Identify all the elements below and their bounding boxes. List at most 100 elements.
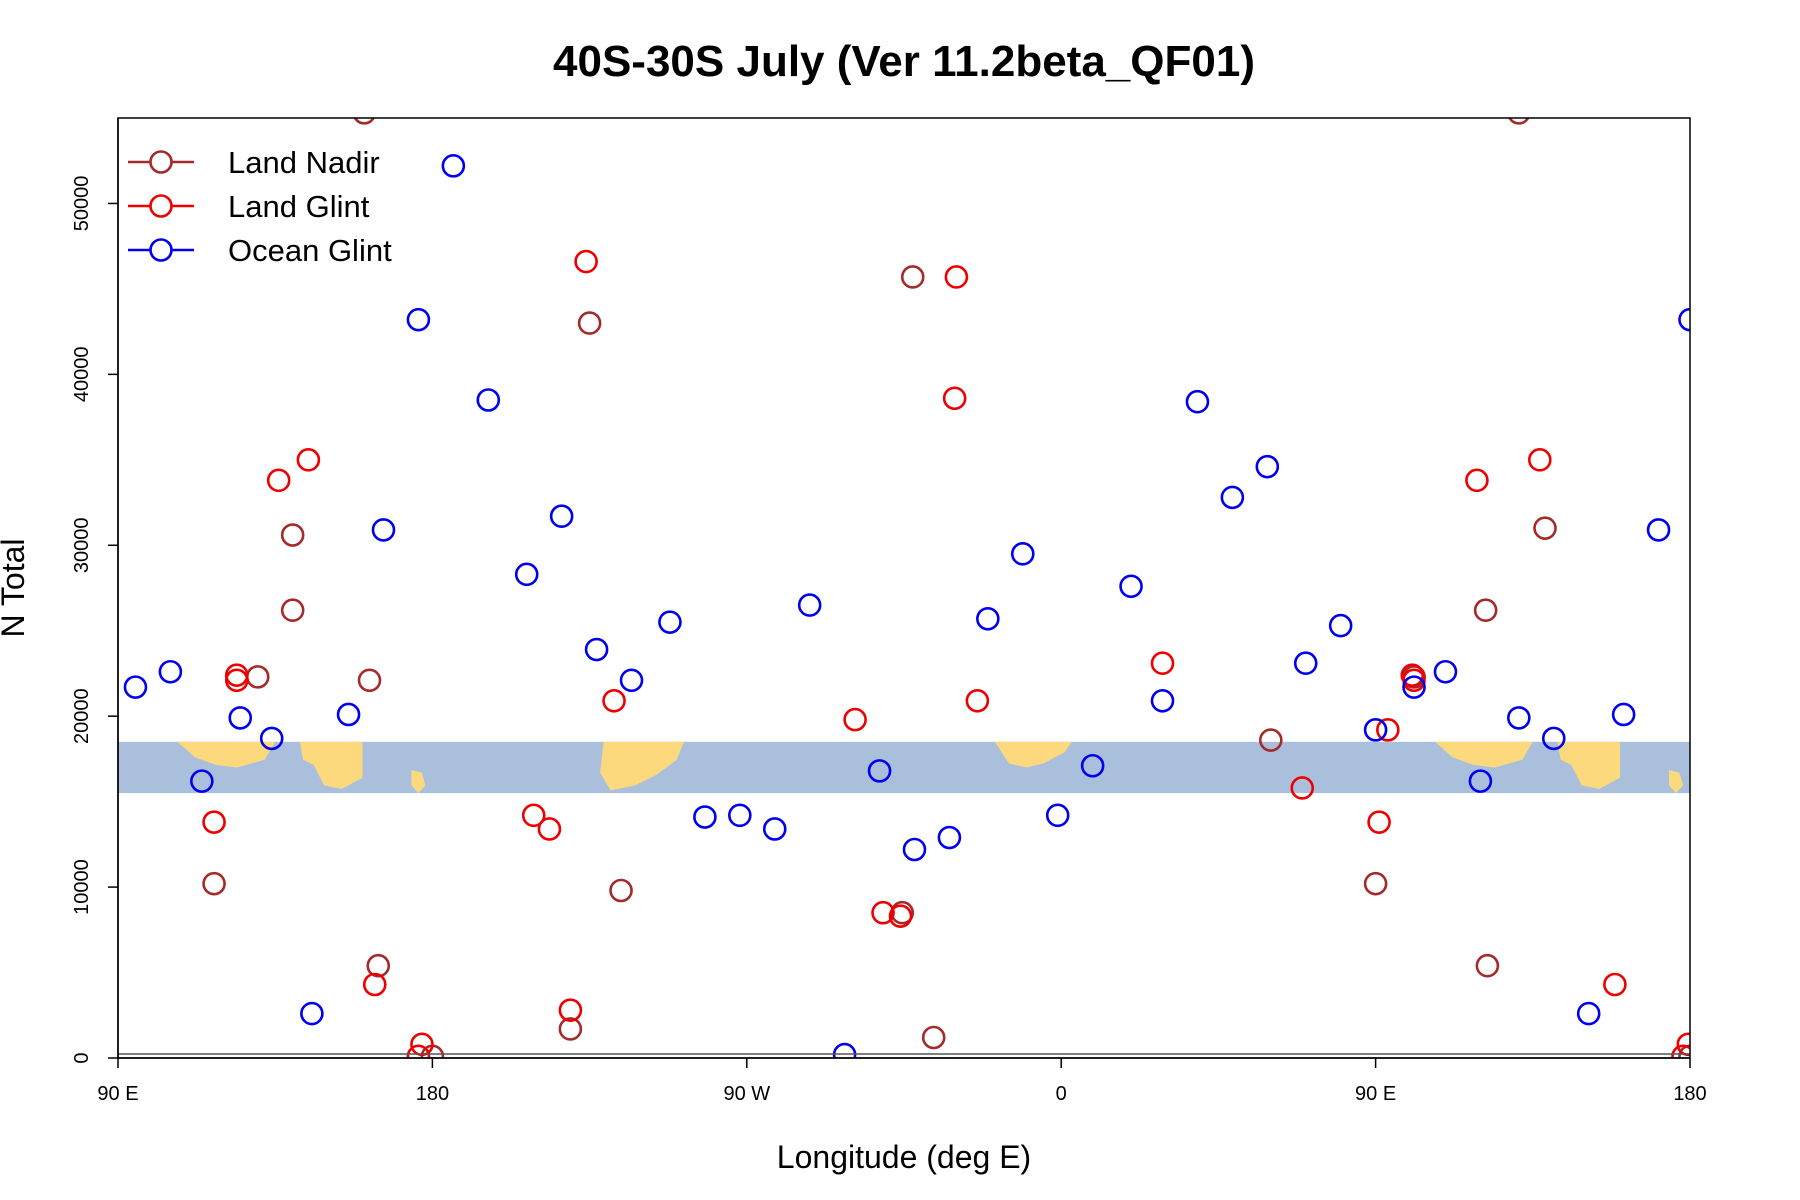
- data-point: [1402, 668, 1426, 693]
- data-point: [888, 904, 913, 928]
- data-point: [1603, 972, 1627, 997]
- legend-marker: [149, 150, 173, 174]
- data-point: [266, 468, 291, 493]
- data-point: [1533, 516, 1557, 540]
- y-tick-label: 30000: [71, 517, 93, 573]
- data-point: [619, 668, 644, 693]
- data-point: [1045, 803, 1070, 828]
- x-tick-label: 180: [1673, 1083, 1706, 1105]
- data-point: [1507, 706, 1531, 730]
- map-land-shape: [411, 770, 426, 794]
- map-land-shape: [1669, 770, 1683, 794]
- data-point: [574, 249, 598, 274]
- data-point: [280, 598, 305, 623]
- y-tick-label: 40000: [71, 347, 93, 403]
- x-axis-title: Longitude (deg E): [777, 1139, 1031, 1175]
- data-point: [1220, 485, 1245, 510]
- data-point: [658, 610, 682, 634]
- map-band-ocean: [118, 741, 1690, 794]
- y-tick-label: 20000: [71, 688, 93, 744]
- data-point: [609, 878, 633, 903]
- data-point: [797, 593, 822, 617]
- data-point: [728, 803, 752, 828]
- data-point: [280, 523, 305, 547]
- data-point: [521, 803, 546, 828]
- data-point: [1611, 702, 1636, 727]
- data-point: [1646, 518, 1671, 542]
- data-point: [1290, 776, 1315, 800]
- data-point: [942, 386, 967, 411]
- legend-item: Land Glint: [128, 189, 370, 224]
- legend-label: Ocean Glint: [228, 233, 392, 268]
- map-land-shape: [1557, 741, 1621, 789]
- data-point: [843, 707, 867, 732]
- data-point: [406, 307, 431, 332]
- map-land-shape: [177, 741, 276, 768]
- series-ocean-glint: [123, 154, 1690, 1058]
- data-point: [944, 265, 969, 289]
- data-point: [406, 1044, 431, 1058]
- data-point: [441, 154, 466, 178]
- data-point: [1671, 1044, 1690, 1058]
- data-point: [357, 668, 382, 693]
- data-point: [693, 805, 717, 829]
- data-point: [549, 504, 574, 529]
- x-tick-label: 0: [1056, 1083, 1067, 1105]
- x-tick-label: 90 E: [97, 1083, 138, 1105]
- data-point: [1468, 769, 1493, 793]
- data-point: [1363, 718, 1388, 742]
- data-point: [1402, 675, 1426, 699]
- chart-title: 40S-30S July (Ver 11.2beta_QF01): [553, 37, 1255, 86]
- y-axis-title: N Total: [0, 538, 31, 637]
- data-point: [1678, 307, 1690, 332]
- legend: Land Nadir Land Glint Ocean Glint: [128, 145, 392, 268]
- data-point: [259, 726, 284, 751]
- data-point: [762, 817, 787, 841]
- data-point: [245, 665, 270, 689]
- x-axis: 90 E 180 90 W 0 90 E 180: [97, 1057, 1707, 1105]
- data-point: [558, 998, 583, 1022]
- y-axis: 0 10000 20000 30000 40000 50000: [71, 118, 119, 1064]
- data-point: [362, 972, 387, 997]
- data-point: [871, 900, 895, 925]
- data-point: [1293, 651, 1318, 676]
- data-point: [1508, 118, 1530, 125]
- data-point: [537, 817, 562, 841]
- data-point: [1259, 728, 1283, 752]
- data-point: [584, 637, 609, 662]
- data-point: [965, 688, 990, 713]
- data-point: [1473, 598, 1498, 623]
- legend-marker: [149, 194, 173, 218]
- data-point: [371, 518, 396, 542]
- data-point: [296, 448, 321, 472]
- series-land-glint: [202, 249, 1690, 1058]
- data-point: [202, 871, 226, 896]
- data-point: [224, 663, 249, 687]
- data-point: [1367, 810, 1391, 834]
- x-tick-label: 180: [416, 1083, 449, 1105]
- series-layer: [123, 118, 1690, 1058]
- legend-item: Land Nadir: [128, 145, 380, 180]
- data-point: [1119, 574, 1143, 599]
- data-point: [1150, 688, 1175, 713]
- data-point: [1255, 454, 1280, 479]
- data-point: [514, 562, 539, 587]
- map-band: [118, 741, 1690, 794]
- data-point: [1475, 953, 1500, 978]
- map-land-shape: [1435, 741, 1533, 768]
- data-point: [1363, 871, 1388, 896]
- data-point: [976, 606, 1000, 631]
- map-land-shape: [299, 741, 363, 789]
- data-point: [1185, 389, 1210, 414]
- y-tick-label: 10000: [71, 859, 93, 915]
- map-land-shape: [994, 741, 1072, 768]
- data-point: [1150, 651, 1175, 676]
- y-tick-label: 0: [71, 1052, 93, 1063]
- data-point: [602, 688, 626, 713]
- data-point: [123, 675, 148, 699]
- data-point: [1080, 753, 1105, 778]
- x-tick-label: 90 W: [723, 1083, 770, 1105]
- data-point: [867, 759, 892, 783]
- data-point: [937, 825, 962, 850]
